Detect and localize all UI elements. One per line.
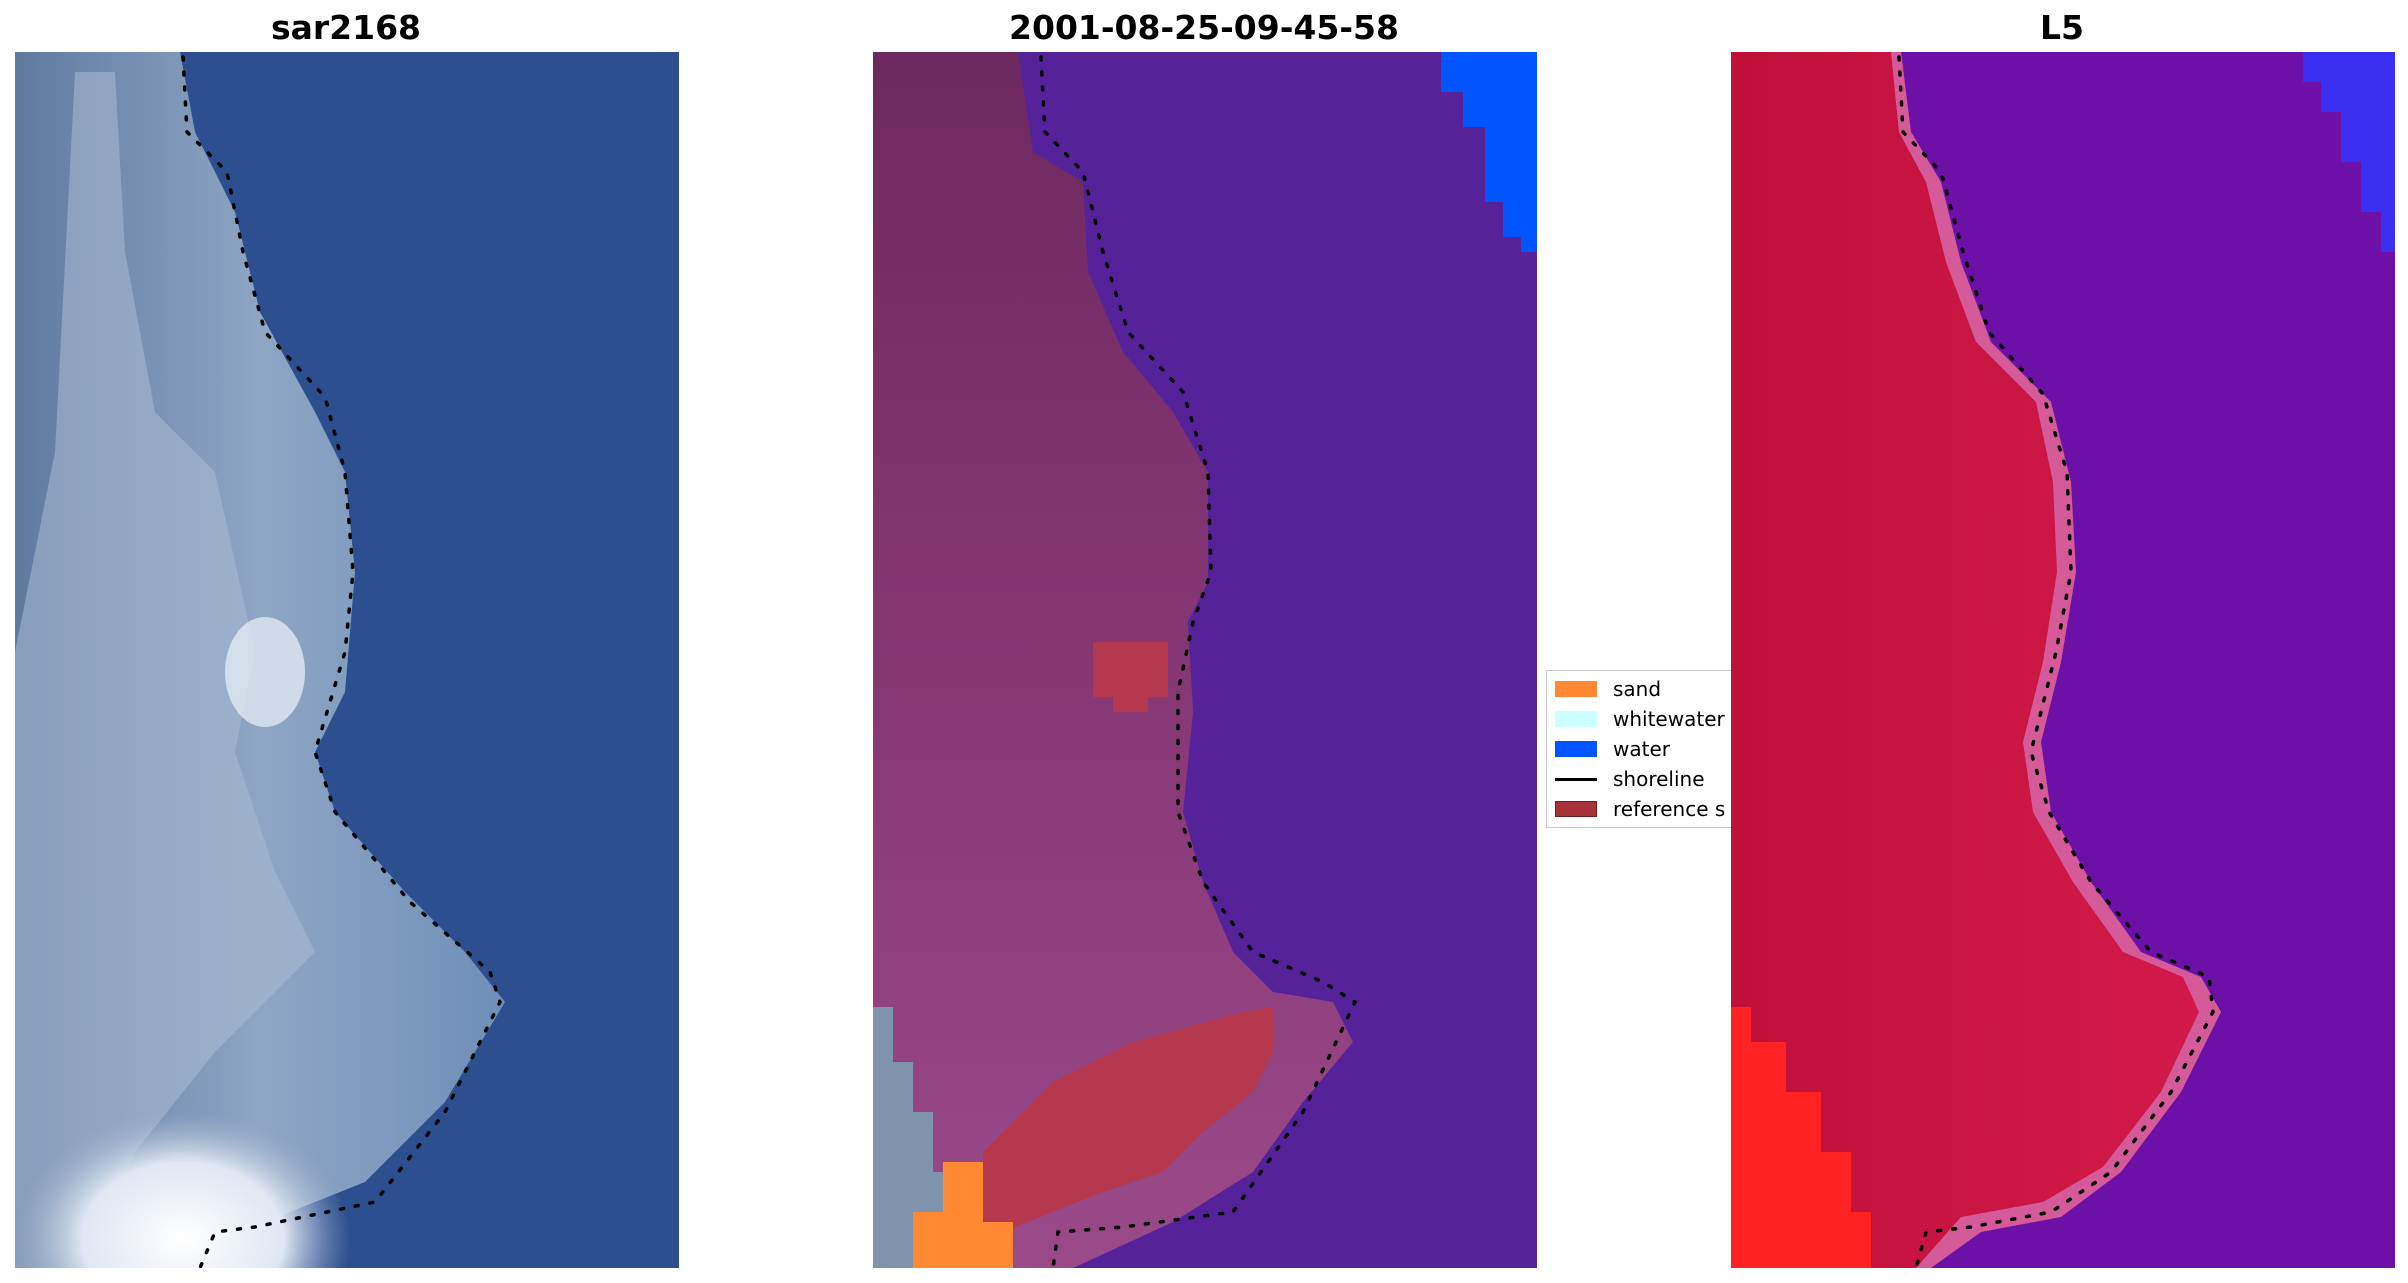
bright-spot [225,617,305,727]
panel-title-l5: L5 [2040,8,2084,47]
reference-patch-small-tail [1113,692,1148,712]
image-panel-sar2168 [15,52,679,1268]
shoreline-line-swatch [1555,778,1597,781]
panel-title-sar2168: sar2168 [270,8,422,47]
l5-image [1731,52,2395,1268]
land-area [1731,52,2199,1268]
panel-title-date: 2001-08-25-09-45-58 [1009,8,1399,47]
water-swatch [1555,741,1597,757]
legend-label-shoreline: shoreline [1613,767,1705,791]
legend-label-water: water [1613,737,1670,761]
shoreline-dotted-line [1897,55,2215,1268]
image-panel-classification [873,52,1537,1268]
water-blue-area [2303,52,2395,252]
legend-label-reference: reference s [1613,797,1726,821]
reference-patch-large [983,1007,1273,1232]
sand-swatch [1555,681,1597,697]
whitewater-gray-area [873,1007,963,1268]
legend-label-sand: sand [1613,677,1662,701]
legend-label-whitewater: whitewater [1613,707,1725,731]
whitewater-area [15,902,495,1268]
bright-red-area [1731,1007,1871,1268]
water-blue-area [1441,52,1537,252]
satellite-rgb-image [15,52,679,1268]
classification-image [873,52,1537,1268]
legend: sand whitewater water shoreline referenc… [1546,670,1732,828]
image-panel-l5 [1731,52,2395,1268]
sand-class-area [913,1162,1013,1268]
shoreline-dotted-line [181,55,502,1268]
shoreline-dotted-line [1039,55,1358,1268]
reference-patch-small [1093,642,1168,697]
reference-swatch [1555,801,1597,817]
whitewater-swatch [1555,711,1597,727]
